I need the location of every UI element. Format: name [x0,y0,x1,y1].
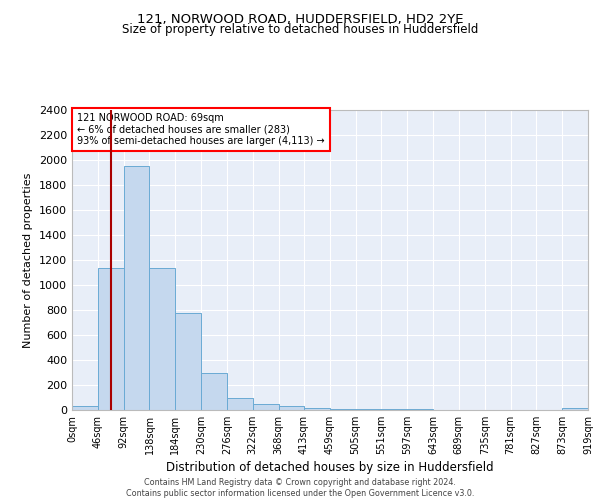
Bar [278,406,304,410]
X-axis label: Distribution of detached houses by size in Huddersfield: Distribution of detached houses by size … [166,461,494,474]
Bar [149,268,175,410]
Text: Size of property relative to detached houses in Huddersfield: Size of property relative to detached ho… [122,22,478,36]
Y-axis label: Number of detached properties: Number of detached properties [23,172,34,348]
Text: 121, NORWOOD ROAD, HUDDERSFIELD, HD2 2YE: 121, NORWOOD ROAD, HUDDERSFIELD, HD2 2YE [137,12,463,26]
Bar [562,408,588,410]
Bar [98,268,124,410]
Bar [72,406,98,410]
Bar [304,408,330,410]
Bar [124,166,149,410]
Bar [201,373,227,410]
Text: 121 NORWOOD ROAD: 69sqm
← 6% of detached houses are smaller (283)
93% of semi-de: 121 NORWOOD ROAD: 69sqm ← 6% of detached… [77,113,325,146]
Bar [175,313,201,410]
Bar [253,404,278,410]
Bar [356,409,382,410]
Bar [330,409,356,410]
Text: Contains HM Land Registry data © Crown copyright and database right 2024.
Contai: Contains HM Land Registry data © Crown c… [126,478,474,498]
Bar [227,398,253,410]
